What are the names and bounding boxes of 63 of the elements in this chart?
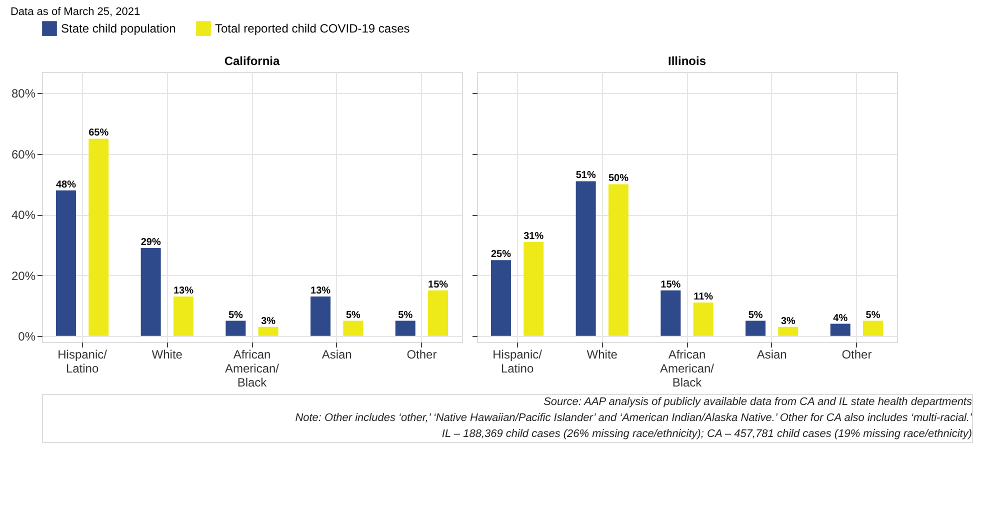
text: 25% bbox=[490, 249, 511, 260]
text: 13% bbox=[173, 285, 194, 296]
chart-title: California bbox=[224, 54, 280, 68]
y-tick-label: 60% bbox=[11, 147, 36, 162]
text: 5% bbox=[866, 310, 880, 321]
bar bbox=[343, 320, 364, 336]
text: 5% bbox=[228, 310, 243, 321]
bar bbox=[258, 326, 278, 336]
text: 51% bbox=[576, 170, 596, 182]
x-tick-label: Asian bbox=[322, 348, 352, 362]
x-tick-label: Asian bbox=[756, 348, 787, 362]
text: 5% bbox=[346, 310, 360, 321]
text: 48% bbox=[56, 179, 76, 190]
legend-label: State child population bbox=[61, 22, 176, 36]
text: 11% bbox=[694, 292, 714, 303]
text: 5% bbox=[398, 310, 413, 321]
bar bbox=[140, 248, 161, 336]
source-note: Source: AAP analysis of publicly available data from CA and IL state health departments bbox=[544, 396, 972, 408]
bar bbox=[88, 138, 109, 336]
bar bbox=[524, 242, 544, 336]
chart-title: Illinois bbox=[668, 54, 706, 68]
x-tick-label: African American/ Black bbox=[224, 348, 280, 390]
text: 31% bbox=[524, 230, 544, 242]
x-tick-label: Other bbox=[842, 348, 872, 362]
text: 15% bbox=[660, 279, 681, 290]
text: Note: Other includes ‘other,’ ‘Native Hawaiian/Pacific Islander’ and ‘American Indian/Alaska Native.’ Other for CA also includes ‘multi-racial.’ bbox=[295, 412, 973, 424]
bar bbox=[226, 320, 246, 336]
legend-label: Total reported child COVID-19 cases bbox=[215, 22, 410, 36]
bar bbox=[863, 320, 884, 336]
text: 4% bbox=[833, 312, 848, 324]
text: 50% bbox=[608, 173, 628, 184]
x-tick-label: White bbox=[152, 348, 183, 362]
y-tick-label: 80% bbox=[11, 86, 36, 101]
bar bbox=[608, 184, 628, 336]
text: 3% bbox=[261, 316, 276, 327]
bar bbox=[173, 296, 194, 336]
bar bbox=[778, 326, 798, 336]
bar bbox=[576, 181, 596, 336]
bar bbox=[56, 190, 76, 336]
bar bbox=[660, 290, 681, 336]
text: 65% bbox=[88, 128, 109, 139]
x-tick-label: Hispanic/ Latino bbox=[492, 348, 543, 376]
x-tick-label: White bbox=[586, 348, 618, 362]
bar bbox=[428, 290, 448, 336]
y-tick-label: 20% bbox=[11, 268, 36, 283]
bar bbox=[693, 302, 714, 336]
text: 3% bbox=[780, 316, 796, 327]
bar bbox=[490, 260, 511, 336]
x-tick-label: Other bbox=[406, 348, 437, 362]
text: 5% bbox=[748, 310, 763, 321]
text: Data as of March 25, 2021 bbox=[10, 6, 140, 18]
x-tick-label: African American/ Black bbox=[660, 348, 715, 390]
text: IL – 188,369 child cases (26% missing race/ethnicity); CA – 457,781 child cases (19% missing race/ethnicity) bbox=[442, 428, 972, 440]
bar bbox=[395, 320, 416, 336]
bar bbox=[310, 296, 331, 336]
bar bbox=[830, 324, 850, 336]
x-tick-label: Hispanic/ Latino bbox=[58, 348, 108, 376]
y-tick-label: 40% bbox=[11, 208, 36, 222]
text: 15% bbox=[428, 279, 448, 290]
text: 13% bbox=[310, 285, 331, 296]
text: 29% bbox=[140, 236, 161, 248]
y-tick-label: 0% bbox=[18, 329, 36, 344]
bar bbox=[746, 320, 766, 336]
